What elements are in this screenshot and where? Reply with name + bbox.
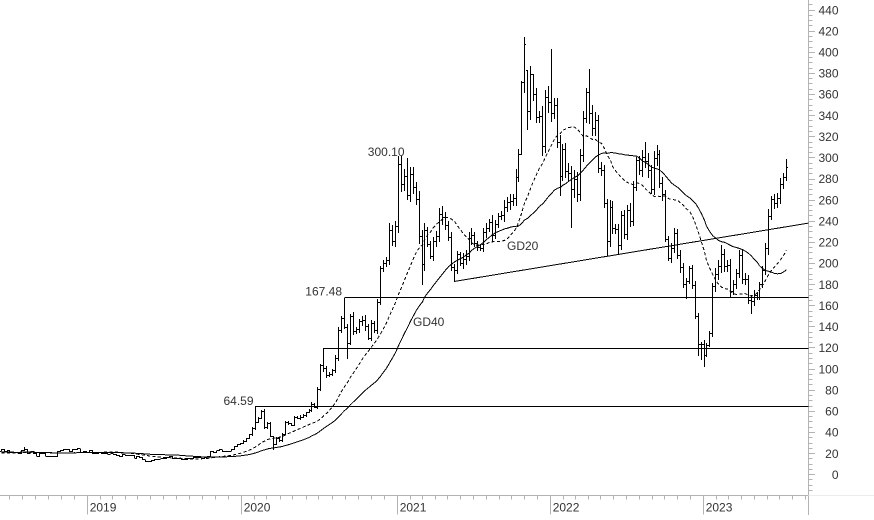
svg-text:220: 220 <box>818 236 838 250</box>
svg-text:167.48: 167.48 <box>305 285 342 299</box>
svg-text:160: 160 <box>818 299 838 313</box>
svg-text:140: 140 <box>818 320 838 334</box>
svg-text:2020: 2020 <box>244 501 271 515</box>
svg-text:320: 320 <box>818 130 838 144</box>
svg-text:100: 100 <box>818 362 838 376</box>
svg-text:64.59: 64.59 <box>223 394 253 408</box>
svg-text:340: 340 <box>818 109 838 123</box>
svg-text:GD40: GD40 <box>413 315 445 329</box>
svg-text:2021: 2021 <box>400 501 427 515</box>
svg-text:400: 400 <box>818 46 838 60</box>
svg-text:2019: 2019 <box>90 501 117 515</box>
svg-text:200: 200 <box>818 257 838 271</box>
svg-text:40: 40 <box>825 426 839 440</box>
svg-text:120: 120 <box>818 341 838 355</box>
svg-text:300.10: 300.10 <box>368 145 405 159</box>
svg-text:60: 60 <box>825 405 839 419</box>
svg-text:2022: 2022 <box>553 501 580 515</box>
svg-text:420: 420 <box>818 24 838 38</box>
svg-text:240: 240 <box>818 215 838 229</box>
svg-text:280: 280 <box>818 172 838 186</box>
svg-text:180: 180 <box>818 278 838 292</box>
svg-text:440: 440 <box>818 3 838 17</box>
svg-text:80: 80 <box>825 383 839 397</box>
svg-text:260: 260 <box>818 193 838 207</box>
svg-text:360: 360 <box>818 88 838 102</box>
svg-text:2023: 2023 <box>706 501 733 515</box>
svg-text:GD20: GD20 <box>507 239 539 253</box>
svg-text:0: 0 <box>832 468 839 482</box>
svg-text:300: 300 <box>818 151 838 165</box>
svg-text:380: 380 <box>818 67 838 81</box>
svg-text:20: 20 <box>825 447 839 461</box>
